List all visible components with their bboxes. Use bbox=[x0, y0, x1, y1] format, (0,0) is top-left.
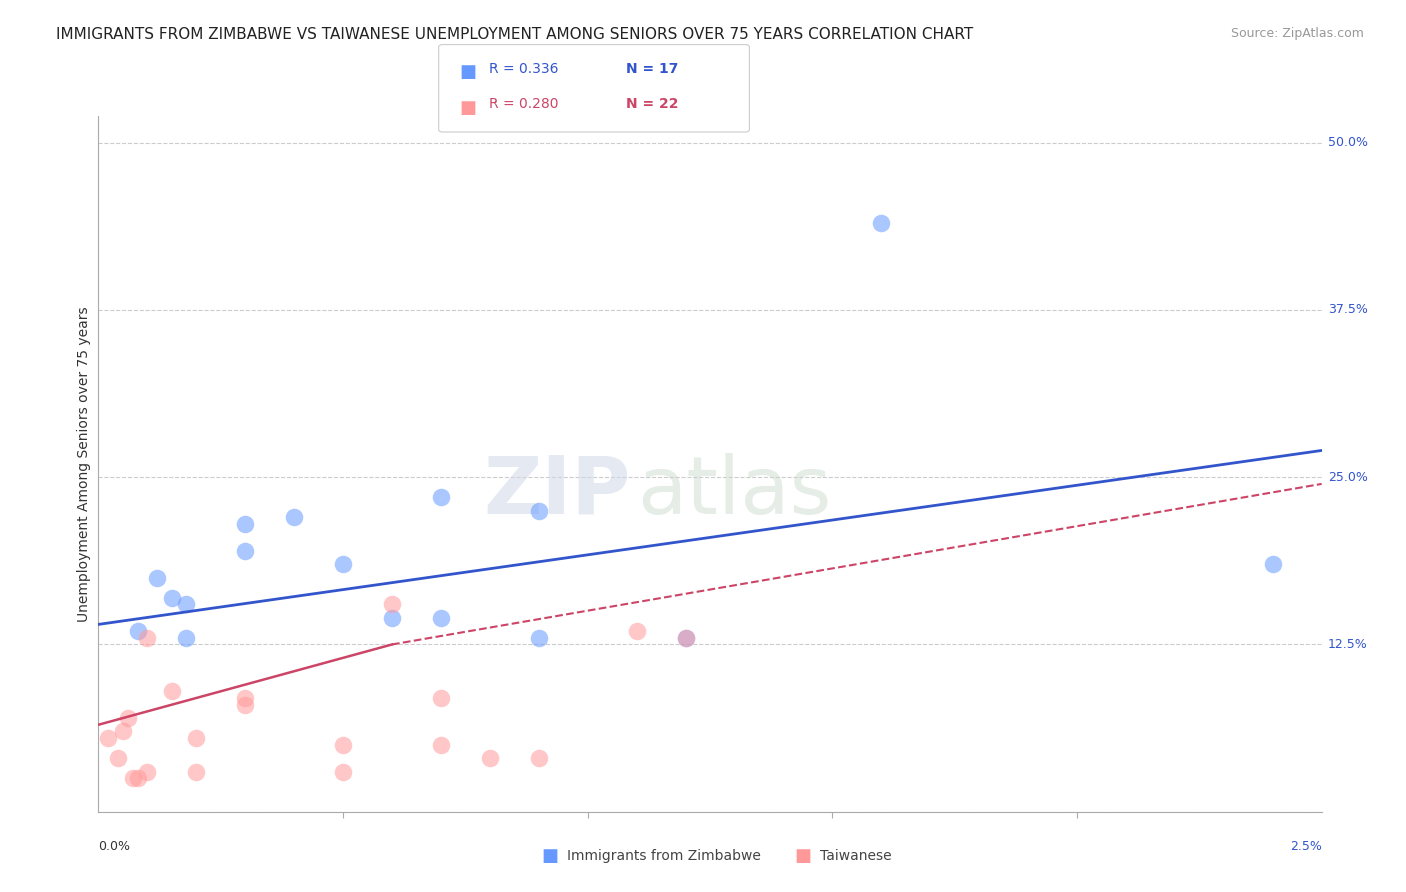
Text: N = 22: N = 22 bbox=[626, 97, 678, 112]
Point bbox=[283, 510, 305, 524]
Point bbox=[332, 764, 354, 779]
Point bbox=[233, 698, 256, 712]
Text: ■: ■ bbox=[460, 63, 477, 81]
Point bbox=[136, 631, 159, 645]
Point bbox=[111, 724, 134, 739]
Point bbox=[121, 771, 143, 786]
Point bbox=[176, 631, 198, 645]
Text: N = 17: N = 17 bbox=[626, 62, 678, 76]
Text: 25.0%: 25.0% bbox=[1327, 471, 1368, 483]
Point bbox=[1261, 557, 1284, 572]
Text: R = 0.336: R = 0.336 bbox=[489, 62, 558, 76]
Point bbox=[160, 684, 183, 698]
Point bbox=[381, 598, 404, 612]
Point bbox=[626, 624, 648, 639]
Point bbox=[675, 631, 697, 645]
Point bbox=[332, 557, 354, 572]
Text: ZIP: ZIP bbox=[484, 452, 630, 531]
Point bbox=[430, 491, 453, 505]
Point bbox=[381, 611, 404, 625]
Point bbox=[233, 544, 256, 558]
Text: R = 0.280: R = 0.280 bbox=[489, 97, 558, 112]
Point bbox=[478, 751, 501, 765]
Point bbox=[107, 751, 129, 765]
Point bbox=[870, 216, 893, 230]
Text: 50.0%: 50.0% bbox=[1327, 136, 1368, 149]
Point bbox=[332, 738, 354, 752]
Text: ■: ■ bbox=[541, 847, 558, 865]
Point bbox=[97, 731, 120, 746]
Point bbox=[176, 598, 198, 612]
Point bbox=[527, 631, 550, 645]
Text: 0.0%: 0.0% bbox=[98, 839, 131, 853]
Text: 37.5%: 37.5% bbox=[1327, 303, 1368, 317]
Text: 12.5%: 12.5% bbox=[1327, 638, 1368, 651]
Point bbox=[430, 611, 453, 625]
Text: Taiwanese: Taiwanese bbox=[820, 848, 891, 863]
Point bbox=[136, 764, 159, 779]
Point bbox=[527, 503, 550, 517]
Point bbox=[186, 764, 208, 779]
Point bbox=[675, 631, 697, 645]
Text: 2.5%: 2.5% bbox=[1289, 839, 1322, 853]
Point bbox=[233, 690, 256, 705]
Point bbox=[430, 690, 453, 705]
Text: ■: ■ bbox=[460, 99, 477, 117]
Text: Immigrants from Zimbabwe: Immigrants from Zimbabwe bbox=[567, 848, 761, 863]
Point bbox=[127, 771, 149, 786]
Point bbox=[127, 624, 149, 639]
Point bbox=[233, 517, 256, 532]
Point bbox=[430, 738, 453, 752]
Text: IMMIGRANTS FROM ZIMBABWE VS TAIWANESE UNEMPLOYMENT AMONG SENIORS OVER 75 YEARS C: IMMIGRANTS FROM ZIMBABWE VS TAIWANESE UN… bbox=[56, 27, 973, 42]
Point bbox=[117, 711, 139, 725]
Text: Source: ZipAtlas.com: Source: ZipAtlas.com bbox=[1230, 27, 1364, 40]
Point bbox=[146, 571, 169, 585]
Text: atlas: atlas bbox=[637, 452, 831, 531]
Text: ■: ■ bbox=[794, 847, 811, 865]
Point bbox=[160, 591, 183, 605]
Point bbox=[186, 731, 208, 746]
Point bbox=[527, 751, 550, 765]
Y-axis label: Unemployment Among Seniors over 75 years: Unemployment Among Seniors over 75 years bbox=[77, 306, 91, 622]
